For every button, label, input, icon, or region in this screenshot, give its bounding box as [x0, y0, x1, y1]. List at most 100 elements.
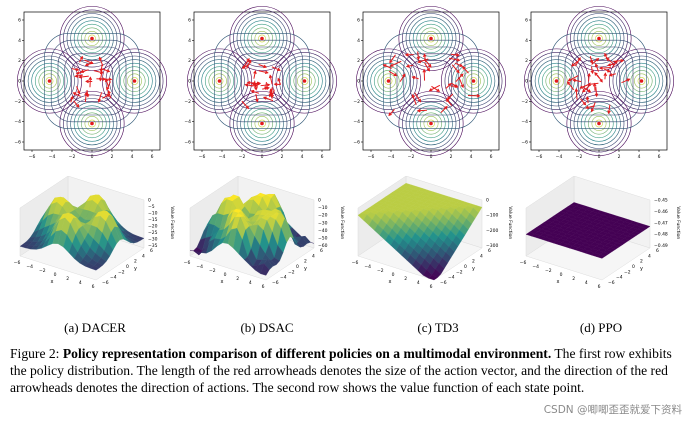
policy-arrow	[96, 78, 106, 80]
contour-line	[591, 31, 607, 46]
contour-line	[573, 98, 625, 149]
x-tick-label: 6	[262, 284, 265, 290]
arrow-head	[268, 74, 273, 79]
y-tick-label: 0	[357, 79, 360, 85]
policy-arrow	[431, 85, 440, 92]
y-tick-label: 4	[357, 38, 360, 44]
arrow-head	[106, 86, 110, 91]
y-tick-label: 6	[188, 18, 191, 24]
surface-face	[260, 263, 270, 276]
contour-line	[42, 73, 57, 89]
arrow-head	[604, 52, 608, 57]
arrow-head	[614, 59, 618, 64]
policy-arrow	[86, 89, 89, 97]
contour-line	[243, 20, 281, 57]
y-tick-label: −4	[616, 275, 623, 281]
z-tick-label: −0.46	[654, 209, 668, 215]
arrow-head	[423, 53, 427, 58]
contour-line	[275, 52, 334, 110]
policy-arrow	[390, 60, 402, 67]
contour-line	[77, 108, 107, 139]
contour-line	[564, 46, 634, 116]
policy-arrow	[574, 57, 581, 67]
x-tick-label: 2	[281, 154, 284, 160]
y-tick-label: −6	[102, 280, 109, 286]
watermark: CSDN @唧唧歪歪就爱下资料	[543, 404, 682, 416]
arrow-head	[567, 78, 572, 82]
policy-arrow	[79, 75, 89, 78]
y-tick-label: 4	[142, 253, 145, 259]
contour-line	[396, 46, 466, 116]
contour-line	[419, 27, 443, 50]
contour-line	[626, 66, 657, 96]
policy-arrow	[462, 66, 469, 74]
contour-line	[236, 98, 288, 149]
y-tick-label: −6	[440, 280, 447, 286]
contour-line	[416, 23, 446, 54]
arrow-head	[241, 65, 246, 69]
arrow-head	[273, 82, 278, 87]
policy-arrow	[573, 79, 582, 83]
x-axis-label: x	[221, 279, 224, 285]
z-axis-label: Value Function	[675, 206, 681, 239]
contour-line	[227, 46, 297, 116]
contour-line	[634, 73, 649, 89]
policy-arrow	[591, 58, 599, 65]
x-tick-label: 0	[560, 272, 563, 278]
contour-line	[233, 9, 291, 68]
arrow-head	[84, 63, 89, 67]
z-tick-label: 0	[148, 198, 151, 204]
surface-face	[90, 265, 100, 271]
policy-arrow	[591, 102, 596, 112]
policy-arrow	[595, 86, 598, 97]
arrow-head	[266, 83, 271, 87]
arrow-head	[99, 68, 104, 73]
y-tick-label: −4	[184, 119, 191, 125]
policy-arrow	[260, 84, 270, 87]
x-tick-label: −2	[545, 268, 552, 274]
policy-arrow	[399, 74, 406, 82]
contour-line	[289, 66, 320, 96]
contour-line	[444, 52, 503, 110]
contour-line	[419, 112, 443, 135]
arrow-head	[98, 56, 103, 61]
mode-marker	[302, 79, 307, 83]
arrow-head	[257, 81, 262, 86]
x-tick-label: 4	[301, 154, 304, 160]
contour-line	[243, 105, 281, 142]
contour-line	[570, 94, 628, 153]
x-tick-label: 4	[470, 154, 473, 160]
contour-line	[84, 31, 100, 46]
x-tick-label: −2	[69, 154, 76, 160]
arrow-head	[589, 60, 594, 64]
contour-line	[241, 60, 283, 102]
contour-line	[595, 34, 603, 43]
contour-line	[527, 52, 586, 110]
x-tick-label: −6	[29, 154, 36, 160]
contour-line	[427, 34, 435, 43]
arrow-head	[444, 105, 448, 110]
z-tick-label: −0.45	[654, 198, 668, 204]
contour-line	[551, 33, 647, 129]
arrow-head	[428, 64, 432, 68]
contour-line	[187, 48, 252, 114]
contour-line	[412, 105, 450, 142]
contour-line	[116, 62, 153, 100]
arrow-head	[72, 92, 77, 96]
arrow-head	[104, 78, 109, 82]
y-tick-label: −4	[14, 119, 21, 125]
x-tick-label: −4	[532, 264, 539, 270]
x-tick-label: 6	[151, 154, 154, 160]
arrow-head	[572, 78, 577, 83]
arrow-head	[566, 81, 571, 85]
arrow-head	[269, 88, 273, 93]
arrow-head	[84, 91, 88, 96]
policy-arrow	[258, 64, 267, 68]
arrow-head	[246, 80, 251, 85]
caption-ppo: (d) PPO	[579, 320, 623, 335]
contour-line	[250, 112, 274, 135]
contour-line	[240, 16, 284, 61]
policy-arrow	[567, 81, 575, 91]
surface-face	[596, 254, 606, 259]
